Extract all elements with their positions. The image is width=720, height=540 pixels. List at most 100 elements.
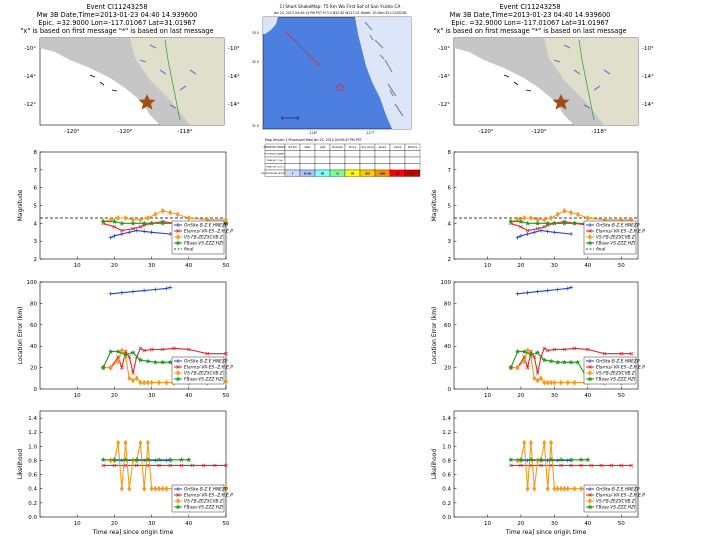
- data-point: [528, 351, 534, 358]
- data-point: [160, 347, 165, 352]
- y-tick-label: 0.2: [28, 501, 37, 507]
- y-tick-label: 0.8: [28, 458, 37, 464]
- y-tick-label: 100: [27, 280, 38, 286]
- legend-header-label: Very strong: [361, 146, 374, 149]
- x-tick-label: 40: [185, 263, 192, 269]
- data-point: [119, 458, 124, 463]
- y-tick-label: 4: [448, 221, 452, 227]
- legend-label: VS-FB-ZEZXCVB.Z-: [184, 371, 225, 377]
- legend-header-label: Weak: [305, 146, 312, 149]
- x-tick-label: 10: [74, 263, 81, 269]
- data-point: [168, 232, 173, 237]
- data-point: [572, 379, 577, 386]
- legend: OnSite-B-Z.E.HNEZPElarms/-VA-ES--Z.H.E.P…: [171, 220, 233, 255]
- data-point: [145, 456, 151, 463]
- legend-cell: [359, 156, 376, 164]
- legend-label: OnSite-B-Z.E.HNEZP: [596, 223, 640, 229]
- data-point: [142, 288, 147, 293]
- data-point: [535, 377, 540, 384]
- data-point: [175, 211, 180, 218]
- shakemap-fault-trace: [285, 31, 321, 67]
- data-point: [535, 226, 540, 231]
- y-axis-label: Magnitude: [431, 189, 438, 221]
- x-tick-label: 40: [185, 393, 192, 399]
- left-map-lat-tick-right: -14°: [228, 102, 240, 108]
- data-point: [525, 365, 530, 370]
- x-tick-label: 30: [148, 521, 155, 527]
- series-vs: [508, 207, 634, 225]
- y-tick-label: 0.4: [442, 487, 451, 493]
- data-point: [176, 229, 180, 233]
- data-point: [542, 225, 547, 229]
- data-point: [164, 485, 169, 492]
- data-point: [176, 223, 180, 227]
- right-map-fault-zone: [544, 38, 638, 125]
- data-point: [127, 375, 132, 382]
- legend-label: OnSite-B-Z.E.HNEZP: [596, 487, 640, 493]
- data-point: [518, 456, 524, 463]
- shakemap-title: CI Short ShakeMap: 75 Km Wo First Sof of…: [280, 4, 401, 10]
- left-map-lat-tick-right: -14°: [228, 74, 240, 80]
- data-point: [138, 439, 143, 446]
- data-point: [137, 357, 144, 363]
- legend-label: FBase-VS-ZZZ.HZI: [184, 377, 224, 383]
- left-header-line3: Epic. =32.9000 Lon=-117.01067 Lat=31.019…: [38, 19, 196, 27]
- data-point: [619, 463, 624, 468]
- data-point: [224, 351, 228, 356]
- left-header-line1: Event CI11243258: [86, 3, 147, 11]
- data-point: [145, 439, 150, 446]
- data-point: [509, 463, 513, 468]
- data-point: [569, 232, 574, 237]
- chart-magnitude-right: 2 3 4 5 6 7 8 10 20 30 40 50 Magnitude OnSite-B-Z.E.H…: [431, 150, 645, 269]
- legend-cell: [344, 150, 361, 158]
- data-point: [176, 487, 180, 491]
- right-map-lon-tick: -120°: [531, 129, 546, 135]
- legend-cell: [284, 163, 301, 171]
- data-point: [142, 485, 147, 492]
- x-tick-label: 10: [74, 393, 81, 399]
- legend-intensity-label: IX: [396, 171, 400, 175]
- y-tick-label: 80: [444, 301, 451, 307]
- data-point: [168, 463, 173, 468]
- data-point: [131, 457, 135, 464]
- y-axis-label: Location Error (km): [17, 307, 24, 365]
- data-point: [565, 485, 570, 492]
- data-point: [529, 349, 533, 354]
- right-epicenter-star: [552, 94, 570, 110]
- data-point: [123, 439, 128, 446]
- data-point: [555, 211, 560, 218]
- data-point: [157, 485, 162, 492]
- left-map-border-line: [164, 39, 181, 121]
- data-point: [575, 359, 581, 365]
- legend-intensity-label: VII: [365, 171, 370, 175]
- data-point: [572, 346, 577, 351]
- legend-row-label: INSTRUMENTAL INTENSITY: [261, 172, 289, 175]
- data-point: [108, 364, 113, 371]
- data-point: [100, 456, 106, 463]
- legend-intensity-label: IV: [321, 171, 325, 175]
- data-point: [515, 291, 520, 296]
- data-point: [534, 349, 541, 355]
- x-tick-label: 40: [584, 521, 591, 527]
- legend-label: FBase-VS-ZZZ.HZI: [184, 505, 224, 511]
- y-axis-label: Location Error (km): [431, 307, 438, 365]
- data-point: [148, 220, 155, 226]
- y-tick-label: 60: [444, 323, 451, 329]
- legend-header-label: Moderate: [332, 146, 343, 149]
- shakemap-lat-tick: 31.5: [252, 124, 259, 128]
- data-point: [123, 349, 128, 354]
- legend-cell: [299, 150, 316, 158]
- legend-label: VS-FB-ZEZXCVB.Z-: [596, 499, 637, 505]
- data-point: [508, 456, 514, 463]
- shakemap-lon-tick: -118°: [309, 131, 318, 135]
- data-point: [525, 485, 530, 492]
- y-tick-label: 7: [448, 168, 452, 174]
- legend-cell: [344, 163, 361, 171]
- legend-label: Elarms/-VA-ES--Z.H.E.P: [596, 493, 645, 499]
- y-tick-label: 5: [34, 204, 38, 210]
- data-point: [552, 230, 557, 235]
- legend-cell: [284, 150, 301, 158]
- legend-label: OnSite-B-Z.E.HNEZP: [184, 487, 228, 493]
- data-point: [176, 359, 180, 363]
